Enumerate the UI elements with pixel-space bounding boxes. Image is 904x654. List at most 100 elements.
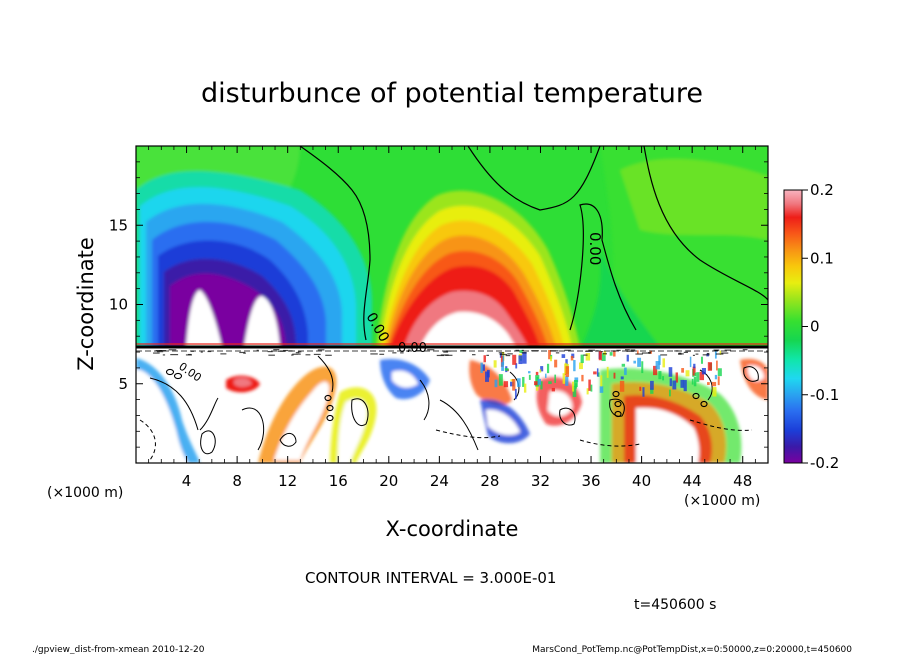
noise-mark: [689, 356, 692, 368]
noise-mark: [555, 352, 560, 354]
noise-mark: [268, 354, 275, 356]
noise-mark: [637, 357, 642, 367]
y-tick-label: 10: [109, 296, 128, 314]
x-tick-label: 20: [379, 472, 398, 490]
noise-mark: [493, 360, 497, 368]
noise-mark: [153, 352, 160, 354]
noise-mark: [168, 349, 177, 351]
colorbar-scale: [783, 189, 803, 464]
y-tick-label: 15: [109, 216, 128, 234]
x-tick-label: 48: [733, 472, 752, 490]
noise-mark: [601, 351, 604, 353]
noise-mark: [669, 378, 672, 387]
noise-mark: [696, 372, 700, 382]
x-tick-label: 36: [581, 472, 600, 490]
noise-mark: [678, 352, 682, 354]
noise-mark: [243, 352, 246, 354]
noise-mark: [486, 369, 490, 378]
noise-mark: [292, 353, 299, 355]
noise-mark: [668, 367, 673, 377]
noise-mark: [693, 363, 696, 369]
noise-mark: [515, 349, 519, 352]
noise-mark: [593, 371, 597, 375]
noise-mark: [554, 359, 558, 368]
noise-mark: [512, 378, 516, 391]
noise-mark: [694, 372, 697, 377]
noise-mark: [510, 381, 515, 387]
colorbar-tick-label: 0.1: [810, 249, 834, 267]
x-tick-label: 40: [632, 472, 651, 490]
x-tick-label: 32: [531, 472, 550, 490]
noise-mark: [159, 350, 167, 352]
noise-mark: [624, 367, 627, 375]
noise-mark: [586, 388, 589, 395]
noise-mark: [562, 373, 566, 384]
noise-mark: [700, 356, 704, 364]
noise-mark: [162, 354, 166, 356]
noise-mark: [574, 377, 579, 383]
noise-mark: [427, 349, 435, 351]
noise-mark: [370, 353, 378, 355]
noise-mark: [691, 378, 694, 385]
noise-mark: [621, 363, 626, 367]
footer-left: ./gpview_dist-from-xmean 2010-12-20: [32, 645, 205, 654]
noise-mark: [522, 376, 525, 387]
noise-mark: [588, 379, 591, 391]
noise-mark: [742, 349, 748, 351]
plot-area: 0.00 0.00 0.00 0.00: [135, 145, 769, 464]
noise-mark: [407, 349, 411, 351]
noise-mark: [583, 354, 588, 356]
noise-mark: [565, 376, 569, 386]
noise-mark: [502, 355, 505, 365]
noise-mark: [445, 354, 453, 356]
noise-mark: [692, 354, 695, 356]
noise-mark: [523, 383, 527, 393]
noise-mark: [685, 370, 690, 377]
noise-mark: [721, 352, 729, 354]
noise-mark: [443, 351, 449, 353]
upper-field: [136, 146, 768, 347]
noise-mark: [581, 374, 584, 382]
x-axis-label: X-coordinate: [386, 517, 519, 541]
noise-mark: [602, 353, 607, 355]
noise-mark: [574, 383, 577, 389]
noise-mark: [504, 368, 509, 371]
noise-mark: [678, 353, 684, 355]
contour-label: 0.00: [398, 341, 427, 356]
x-tick-label: 4: [182, 472, 192, 490]
noise-mark: [717, 368, 722, 377]
noise-mark: [680, 379, 685, 388]
noise-mark: [291, 354, 294, 356]
x-tick-label: 8: [232, 472, 242, 490]
noise-mark: [187, 353, 192, 356]
noise-mark: [517, 378, 521, 387]
time-text: t=450600 s: [634, 597, 716, 613]
noise-mark: [635, 353, 643, 355]
noise-mark: [156, 351, 164, 353]
noise-mark: [639, 386, 642, 391]
noise-mark: [573, 359, 576, 372]
noise-mark: [599, 386, 604, 393]
noise-mark: [298, 353, 301, 355]
noise-mark: [256, 349, 259, 351]
y-axis: 5 10 15: [109, 161, 768, 448]
noise-mark: [681, 368, 685, 373]
noise-mark: [655, 361, 660, 370]
noise-mark: [537, 378, 542, 385]
x-tick-label: 12: [278, 472, 297, 490]
noise-mark: [545, 373, 547, 378]
noise-mark: [693, 376, 697, 387]
noise-mark: [561, 354, 566, 358]
noise-mark: [239, 351, 246, 354]
noise-mark: [514, 388, 517, 400]
colorbar-tick-label: -0.2: [810, 454, 839, 472]
noise-mark: [600, 375, 603, 387]
noise-mark: [546, 363, 550, 374]
noise-mark: [572, 386, 577, 397]
noise-mark: [548, 381, 552, 385]
noise-mark: [675, 372, 678, 383]
noise-mark: [507, 353, 513, 355]
noise-mark: [630, 349, 636, 351]
noise-mark: [533, 381, 538, 386]
noise-mark: [519, 350, 523, 353]
